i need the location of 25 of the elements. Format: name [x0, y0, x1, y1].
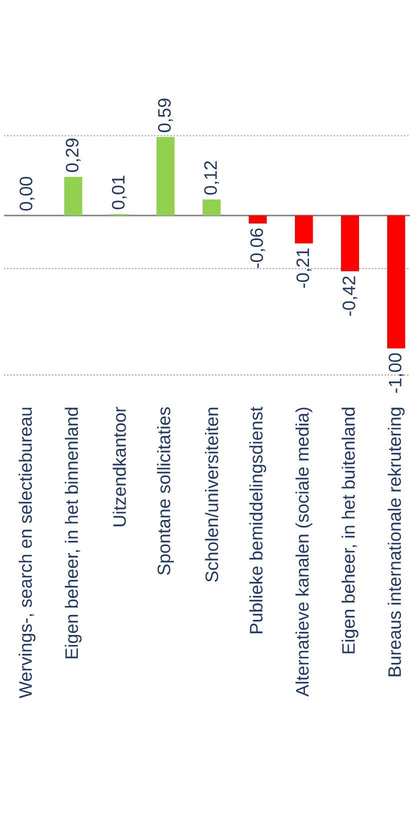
data-label: -0,06: [250, 228, 266, 268]
x-tick-label: Wervings-, search en selectiebureau: [18, 408, 36, 698]
x-tick-label: Eigen beheer, in het binnenland: [64, 408, 82, 658]
bar: [387, 215, 406, 348]
data-label: 0,29: [66, 138, 81, 172]
data-label: -0,21: [296, 248, 312, 288]
data-label: 0,12: [204, 161, 220, 195]
data-label: 0,59: [158, 98, 173, 132]
bar: [202, 200, 221, 216]
data-label: 0,00: [20, 176, 35, 211]
x-tick-label: Spontane sollicitaties: [157, 407, 174, 575]
bar: [248, 215, 267, 224]
x-tick-label: Alternatieve kanalen (sociale media): [295, 408, 312, 697]
bar: [294, 215, 313, 244]
data-label: -1,00: [388, 353, 404, 393]
x-tick-label: Scholen/universiteiten: [204, 408, 218, 582]
x-tick-label: Bureaus internationale rekrutering: [388, 408, 405, 676]
bar: [156, 137, 174, 216]
x-tick-label: Eigen beheer, in het buitenland: [342, 408, 358, 654]
bar: [341, 215, 360, 272]
data-label: -0,42: [342, 276, 358, 316]
data-label: 0,01: [112, 176, 127, 210]
x-tick-label: Publieke bemiddelingsdienst: [249, 406, 266, 634]
bar: [64, 176, 82, 216]
x-tick-label: Uitzendkantoor: [112, 406, 126, 526]
